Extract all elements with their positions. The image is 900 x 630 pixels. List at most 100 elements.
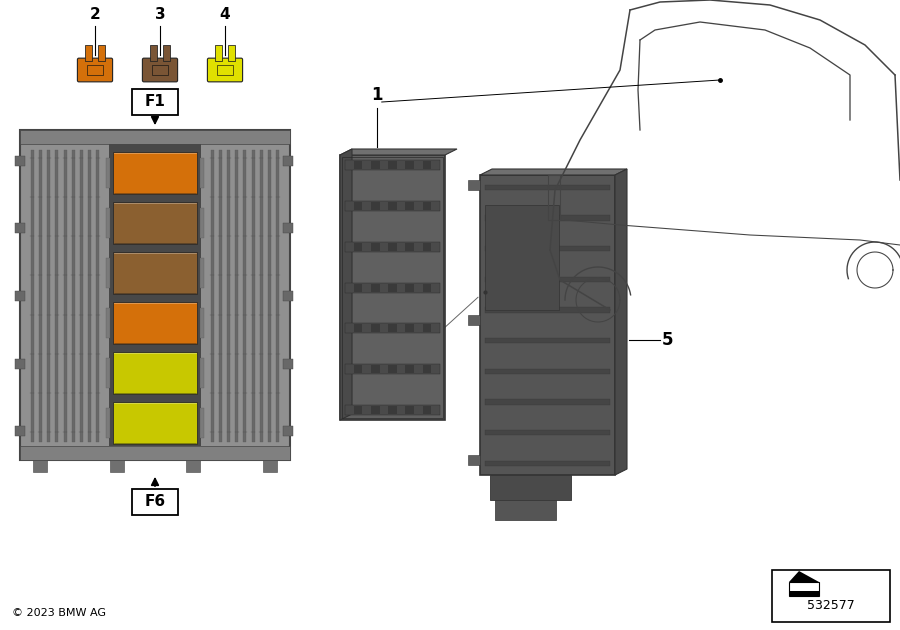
Bar (485, 338, 610, 343)
Bar (342, 157, 443, 418)
Bar (15, 291, 25, 301)
Bar (152, 66, 168, 75)
Bar (55, 150, 58, 442)
FancyBboxPatch shape (142, 58, 177, 82)
Bar (423, 243, 431, 251)
Bar (406, 202, 414, 210)
Bar (423, 406, 431, 414)
Bar (80, 150, 83, 442)
Bar (106, 158, 110, 188)
FancyBboxPatch shape (77, 58, 112, 82)
Bar (548, 175, 560, 220)
Bar (109, 144, 201, 446)
Bar (15, 358, 25, 369)
Bar (98, 45, 105, 61)
Bar (217, 66, 233, 75)
Bar (106, 408, 110, 438)
Bar (15, 224, 25, 234)
Bar (15, 156, 25, 166)
Bar (149, 45, 157, 61)
Bar (283, 156, 293, 166)
Bar (110, 460, 123, 472)
Bar (490, 475, 571, 500)
Text: 3: 3 (155, 7, 166, 22)
Bar (388, 161, 397, 169)
Bar (243, 150, 247, 442)
Bar (200, 408, 204, 438)
Bar (200, 358, 204, 387)
Bar (388, 202, 397, 210)
Bar (468, 315, 480, 325)
Bar (20, 130, 290, 144)
Bar (113, 152, 197, 194)
Bar (354, 324, 363, 333)
Bar (20, 130, 290, 460)
Bar (106, 358, 110, 387)
Bar (485, 277, 610, 282)
Bar (186, 460, 201, 472)
Bar (406, 243, 414, 251)
Bar (354, 243, 363, 251)
Bar (485, 307, 610, 312)
Bar (388, 406, 397, 414)
Bar (480, 175, 615, 475)
Bar (345, 160, 440, 170)
Bar (406, 161, 414, 169)
Bar (47, 150, 50, 442)
Bar (200, 308, 204, 338)
Polygon shape (340, 149, 457, 155)
Bar (345, 282, 440, 292)
FancyBboxPatch shape (132, 489, 178, 515)
Bar (88, 150, 91, 442)
Bar (388, 365, 397, 373)
Text: © 2023 BMW AG: © 2023 BMW AG (12, 608, 106, 618)
Bar (485, 461, 610, 466)
Bar (371, 202, 380, 210)
Bar (423, 202, 431, 210)
Bar (39, 150, 42, 442)
Bar (423, 161, 431, 169)
Bar (354, 161, 363, 169)
Bar (276, 150, 279, 442)
Text: 5: 5 (662, 331, 673, 349)
Text: 4: 4 (220, 7, 230, 22)
FancyBboxPatch shape (132, 89, 178, 115)
Bar (354, 202, 363, 210)
Bar (423, 365, 431, 373)
Polygon shape (340, 149, 352, 420)
Bar (96, 150, 99, 442)
Bar (113, 252, 197, 294)
Bar (283, 426, 293, 436)
Bar (485, 369, 610, 374)
Polygon shape (789, 571, 819, 582)
Bar (215, 45, 221, 61)
Bar (20, 446, 290, 460)
Bar (406, 324, 414, 333)
Text: 1: 1 (371, 86, 382, 104)
Bar (252, 150, 255, 442)
Bar (371, 406, 380, 414)
Bar (485, 246, 610, 251)
Bar (15, 426, 25, 436)
Bar (354, 365, 363, 373)
Bar (772, 570, 890, 622)
Bar (106, 209, 110, 238)
Bar (485, 399, 610, 404)
Bar (485, 205, 559, 310)
Text: F1: F1 (145, 94, 166, 110)
Bar (789, 582, 819, 596)
Bar (354, 284, 363, 292)
Bar (340, 155, 445, 420)
Bar (113, 202, 197, 244)
Bar (406, 406, 414, 414)
Bar (485, 430, 610, 435)
Text: 2: 2 (90, 7, 101, 22)
Bar (468, 455, 480, 465)
Bar (64, 150, 67, 442)
Bar (72, 150, 75, 442)
Bar (283, 358, 293, 369)
Bar (789, 591, 819, 596)
Bar (388, 324, 397, 333)
Bar (200, 258, 204, 288)
Bar (200, 209, 204, 238)
